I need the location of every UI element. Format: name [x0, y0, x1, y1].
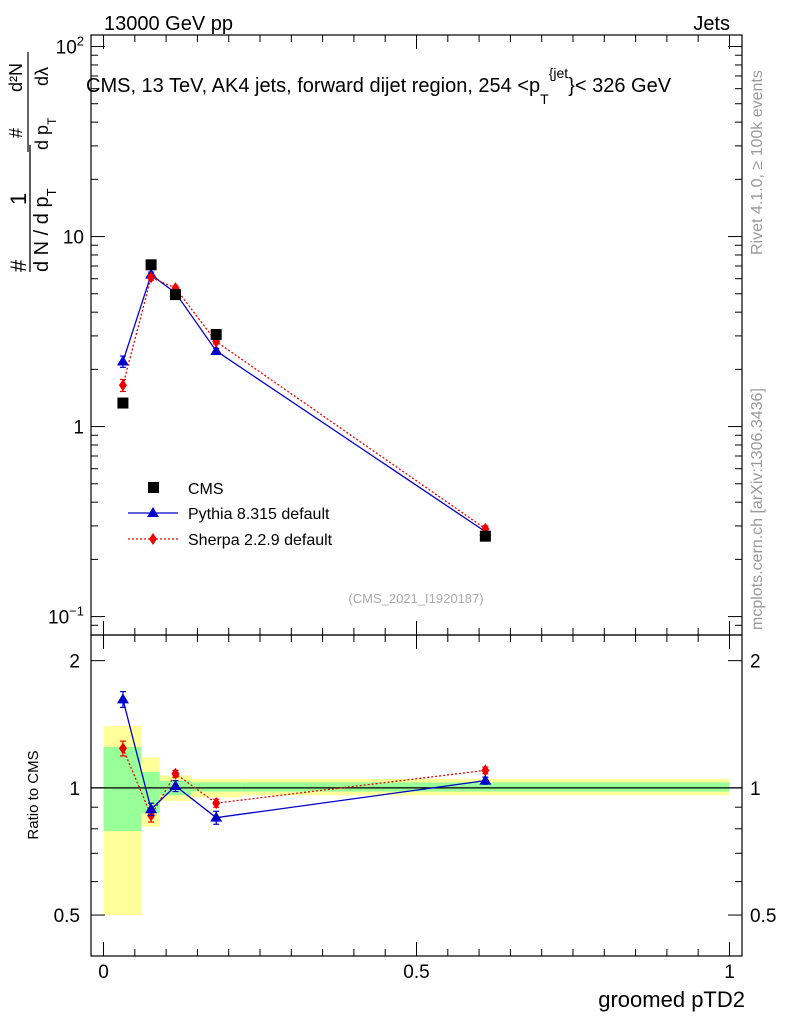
ratio-pythia-point [169, 780, 182, 791]
header-right: Jets [693, 13, 730, 35]
ratio-pythia-point [210, 811, 223, 822]
ratio-pythia-point [145, 803, 158, 814]
ratio-band-inner [141, 772, 160, 814]
x-tick-label: 0.5 [403, 962, 429, 983]
ratio-ytick-label-right: 2 [750, 652, 761, 673]
ratio-sherpa-point [171, 767, 180, 780]
ylabel-one: 1 [6, 193, 31, 205]
main-cms-point [479, 530, 491, 542]
ratio-sherpa-point [481, 764, 490, 777]
main-ytick-exp: −1 [69, 604, 84, 619]
main-cms-point [210, 329, 222, 341]
ratio-sherpa-point [212, 797, 221, 810]
header-left: 13000 GeV pp [104, 13, 233, 35]
title-main: CMS, 13 TeV, AK4 jets, forward dijet reg… [86, 75, 540, 97]
main-ytick-base: 10 [63, 228, 84, 249]
main-ytick-label: 102 [56, 34, 84, 59]
main-title: CMS, 13 TeV, AK4 jets, forward dijet reg… [86, 65, 672, 107]
ylabel-den-main: d N / d p [31, 196, 53, 272]
ratio-bands [103, 726, 730, 916]
title-sup: {jet [549, 65, 569, 81]
ylabel-frac3-num: d²N [6, 63, 26, 92]
main-sherpa-line [122, 276, 486, 530]
ratio-band-inner [191, 782, 242, 792]
main-pythia-point [116, 355, 129, 366]
main-cms-point [145, 259, 157, 271]
ratio-ytick-label-left: 1 [69, 779, 80, 800]
main-ytick-label: 1 [73, 418, 84, 439]
ratio-pythia-point [479, 774, 492, 785]
ratio-band-inner [241, 782, 730, 792]
main-ylabel: # 1 d N / d pT # d pT d²N dλ [6, 52, 59, 272]
legend-sherpa-label: Sherpa 2.2.9 default [188, 532, 333, 549]
title-tail: }< 326 GeV [568, 75, 672, 97]
main-ytick-base: 1 [73, 418, 84, 439]
main-ytick-label: 10 [63, 228, 84, 249]
ylabel-frac2-den-main: d p [32, 125, 52, 150]
ratio-ytick-label-right: 1 [750, 779, 761, 800]
legend-sherpa-marker [149, 533, 157, 545]
ratio-pythia-point [116, 693, 129, 704]
main-cms-point [117, 397, 129, 409]
ylabel-den-sub: T [44, 188, 59, 196]
main-sherpa-point [147, 271, 156, 284]
legend: CMS Pythia 8.315 default Sherpa 2.2.9 de… [128, 481, 333, 549]
analysis-watermark: (CMS_2021_I1920187) [348, 591, 483, 606]
main-series [116, 259, 492, 542]
ratio-panel: 2 2 1 1 0.5 0.5 0 0.5 1 Ratio to CMS [25, 634, 776, 983]
main-ytick-exp: 2 [77, 34, 84, 49]
main-sherpa-point [118, 379, 127, 392]
ylabel-frac2-den-sub: T [45, 117, 59, 125]
ratio-band-inner [103, 746, 142, 832]
title-sub: T [540, 91, 549, 107]
main-ytick-base: 10 [56, 38, 77, 59]
ratio-ylabel: Ratio to CMS [25, 750, 42, 839]
ratio-ytick-label-left: 2 [69, 652, 80, 673]
legend-cms-marker [148, 482, 159, 493]
ratio-ytick-label-left: 0.5 [54, 906, 80, 927]
ratio-ticks: 2 2 1 1 0.5 0.5 0 0.5 1 [54, 635, 776, 983]
main-ytick-label: 10−1 [48, 604, 84, 629]
ylabel-hash: # [6, 259, 31, 272]
x-tick-label: 1 [724, 962, 735, 983]
ylabel-den: d N / d pT [31, 188, 59, 272]
main-pythia-point [210, 344, 223, 355]
ylabel-frac2-num: # [6, 128, 26, 138]
main-ytick-base: 10 [48, 608, 69, 629]
x-tick-label: 0 [98, 962, 109, 983]
main-cms-point [170, 289, 182, 301]
ratio-sherpa-point [118, 742, 127, 755]
rivet-label: Rivet 4.1.0, ≥ 100k events [749, 70, 766, 255]
x-axis-label: groomed pTD2 [598, 987, 745, 1012]
ratio-series [116, 690, 492, 825]
ylabel-frac2-den: d pT [32, 117, 59, 150]
ratio-ytick-label-right: 0.5 [750, 906, 776, 927]
legend-pythia-marker [147, 507, 159, 517]
legend-pythia-label: Pythia 8.315 default [188, 506, 330, 523]
legend-cms-label: CMS [188, 481, 224, 498]
mcplots-label: mcplots.cern.ch [arXiv:1306.3436] [749, 388, 766, 630]
ylabel-frac3-den: dλ [32, 67, 52, 86]
